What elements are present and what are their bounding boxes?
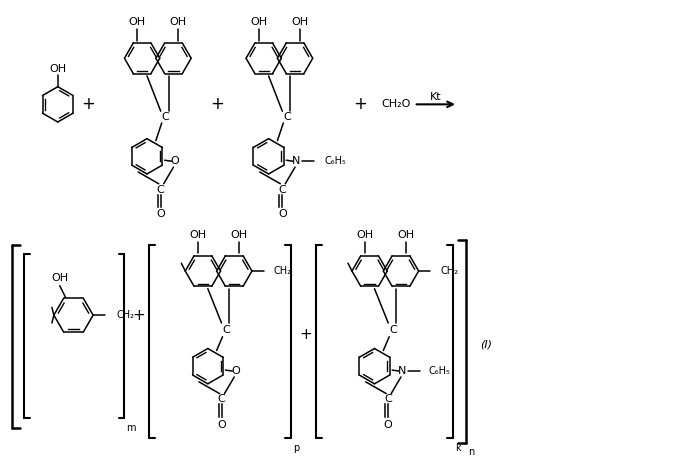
Text: OH: OH (231, 230, 247, 240)
Text: OH: OH (250, 17, 267, 27)
Text: OH: OH (49, 64, 66, 74)
Text: C: C (222, 325, 230, 335)
Text: C: C (278, 185, 286, 195)
Text: +: + (133, 308, 145, 323)
Text: O: O (384, 420, 393, 430)
Text: OH: OH (170, 17, 187, 27)
Text: C: C (217, 394, 225, 404)
Text: +: + (353, 95, 367, 113)
Text: OH: OH (397, 230, 415, 240)
Text: CH₂: CH₂ (440, 266, 459, 276)
Text: O: O (170, 156, 179, 166)
Text: C: C (384, 394, 392, 404)
Text: C₆H₅: C₆H₅ (428, 366, 450, 376)
Text: n: n (468, 447, 474, 457)
Text: OH: OH (189, 230, 207, 240)
Text: +: + (299, 327, 312, 342)
Text: Kt: Kt (429, 91, 441, 101)
Text: (I): (I) (480, 340, 492, 350)
Text: C: C (157, 185, 165, 195)
Text: O: O (278, 209, 287, 219)
Text: p: p (293, 442, 299, 453)
Text: O: O (217, 420, 226, 430)
Text: OH: OH (356, 230, 373, 240)
Text: O: O (157, 209, 165, 219)
Text: OH: OH (51, 273, 69, 283)
Text: N: N (398, 366, 406, 376)
Text: OH: OH (129, 17, 146, 27)
Text: C: C (283, 112, 291, 122)
Text: CH₂: CH₂ (273, 266, 291, 276)
Text: CH₂: CH₂ (117, 310, 135, 320)
Text: C₆H₅: C₆H₅ (324, 156, 346, 166)
Text: O: O (231, 366, 240, 376)
Text: OH: OH (291, 17, 308, 27)
Text: m: m (127, 423, 136, 433)
Text: CH₂O: CH₂O (382, 99, 411, 109)
Text: +: + (210, 95, 224, 113)
Text: C: C (389, 325, 397, 335)
Text: N: N (292, 156, 301, 166)
Text: k: k (455, 442, 461, 453)
Text: +: + (81, 95, 95, 113)
Text: C: C (161, 112, 170, 122)
